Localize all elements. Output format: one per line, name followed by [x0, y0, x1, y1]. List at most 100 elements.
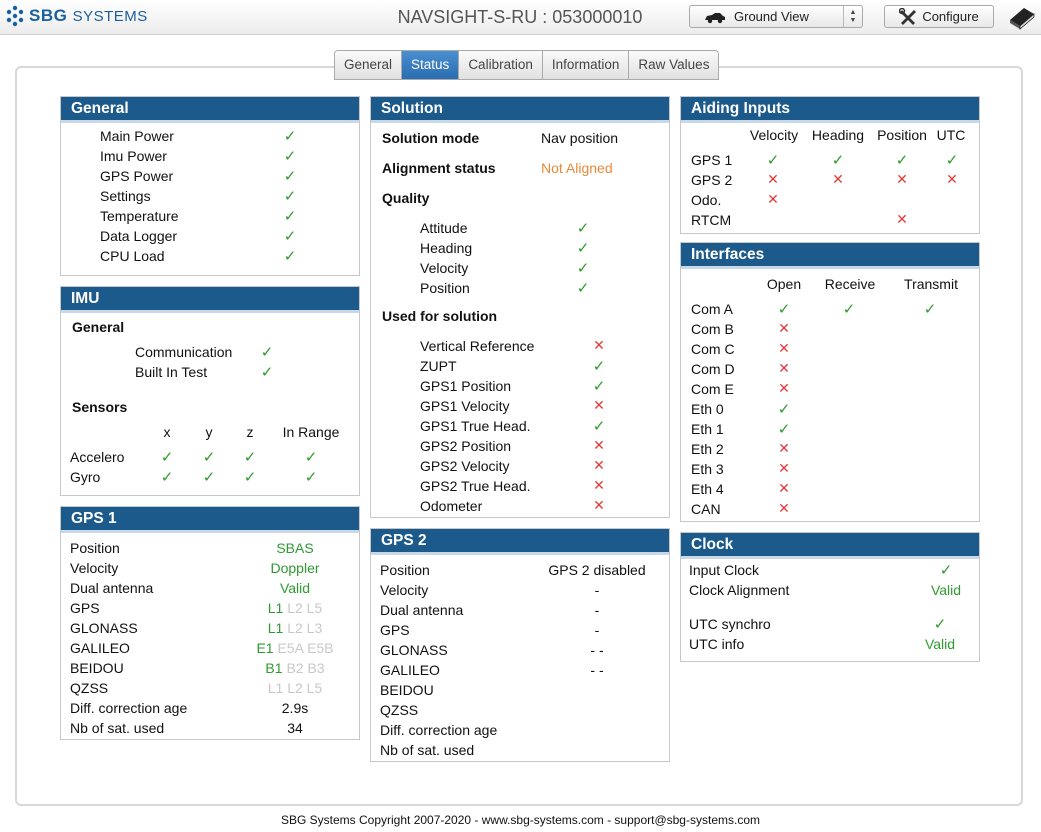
used-item-check-icon: ✓	[592, 418, 606, 435]
used-item-cross-icon: ✕	[593, 337, 605, 353]
aiding-cell-check-icon: ✓	[895, 152, 909, 169]
gps2-row-label: Position	[380, 562, 430, 578]
tab-calibration[interactable]: Calibration	[459, 51, 543, 79]
solution-mode-label: Solution mode	[382, 130, 480, 146]
gps2-row-label: Diff. correction age	[380, 722, 498, 738]
aiding-cell-cross-icon: ✕	[896, 171, 908, 187]
aiding-cell-cross-icon: ✕	[767, 191, 779, 207]
aiding-column-header: Position	[877, 127, 927, 143]
quality-item-label: Attitude	[420, 220, 468, 236]
sbg-logo-icon	[5, 5, 25, 27]
gps1-band: L1	[267, 620, 284, 636]
interface-row-label: Com E	[691, 381, 734, 397]
aiding-cell-check-icon: ✓	[766, 152, 780, 169]
quality-item-check-icon: ✓	[576, 280, 590, 297]
interface-cell-check-icon: ✓	[777, 421, 791, 438]
tab-status[interactable]: Status	[402, 51, 460, 79]
quality-item-label: Velocity	[420, 260, 469, 276]
interface-cell-check-icon: ✓	[923, 301, 937, 318]
interfaces-column-header: Transmit	[904, 276, 958, 292]
gps1-band: B3	[307, 660, 325, 676]
interface-row-label: Eth 0	[691, 401, 724, 417]
utc-info-value: Valid	[924, 636, 956, 652]
aiding-panel-title: Aiding Inputs	[681, 97, 979, 123]
gps1-row-value: Valid	[279, 580, 311, 596]
gps1-bands: E1 E5A E5B	[235, 640, 355, 656]
input-clock-check-icon: ✓	[939, 562, 953, 579]
imu-sensor-column-header: y	[205, 424, 213, 440]
logo-text: SBG SYSTEMS	[29, 6, 148, 26]
general-item-label: Temperature	[100, 208, 179, 224]
top-bar: SBG SYSTEMS NAVSIGHT-S-RU : 053000010 Gr…	[0, 0, 1041, 35]
tab-general[interactable]: General	[335, 51, 403, 79]
gps2-row-label: GLONASS	[380, 642, 448, 658]
gps1-band: B2	[286, 660, 304, 676]
gps1-band: E5B	[307, 640, 334, 656]
gps1-row-value: Doppler	[270, 560, 320, 576]
used-item-check-icon: ✓	[592, 358, 606, 375]
aiding-cell-cross-icon: ✕	[896, 211, 908, 227]
configure-button[interactable]: Configure	[884, 5, 994, 28]
general-item-check-icon: ✓	[283, 128, 297, 145]
general-item-check-icon: ✓	[283, 188, 297, 205]
select-arrows-icon[interactable]: ▲ ▼	[843, 6, 862, 27]
utc-info-label: UTC info	[689, 636, 745, 652]
gps1-row-label: QZSS	[70, 680, 109, 696]
interface-row-label: Eth 2	[691, 441, 724, 457]
general-item-label: Settings	[100, 188, 151, 204]
general-item-check-icon: ✓	[283, 148, 297, 165]
gps1-row-value: 34	[287, 720, 303, 736]
interface-cell-cross-icon: ✕	[778, 460, 790, 476]
gps1-band: L2	[287, 680, 303, 696]
gps1-band: L1	[267, 680, 284, 696]
imu-sensor-label: Accelero	[70, 449, 125, 465]
gps1-band: B1	[265, 660, 283, 676]
gps1-panel-title: GPS 1	[61, 507, 359, 533]
view-select[interactable]: Ground View ▲ ▼	[689, 5, 863, 28]
gps1-band: E1	[256, 640, 274, 656]
imu-panel: IMU General Communication ✓ Built In Test ✓ S…	[60, 286, 360, 496]
used-item-label: ZUPT	[420, 358, 457, 374]
general-item-label: Imu Power	[100, 148, 167, 164]
general-item-label: Main Power	[100, 128, 174, 144]
gps1-row-label: Dual antenna	[70, 580, 154, 596]
used-item-check-icon: ✓	[592, 378, 606, 395]
imu-general-item-label: Built In Test	[135, 364, 208, 380]
tab-information[interactable]: Information	[542, 51, 630, 79]
clock-panel: Clock Input Clock ✓ Clock Alignment Valid UT…	[680, 532, 980, 662]
interface-row-label: Eth 4	[691, 481, 724, 497]
used-item-label: GPS2 True Head.	[420, 478, 531, 494]
imu-general-item-check-icon: ✓	[260, 344, 274, 361]
gps1-band: L1	[267, 600, 284, 616]
gps2-row-label: GALILEO	[380, 662, 440, 678]
interface-row-label: Com D	[691, 361, 735, 377]
gps1-row-label: Position	[70, 540, 120, 556]
aiding-column-header: UTC	[936, 127, 966, 143]
gps1-band: L2	[287, 600, 303, 616]
aiding-column-header: Heading	[811, 127, 865, 143]
interface-row-label: Com B	[691, 321, 734, 337]
imu-sensors-heading: Sensors	[72, 399, 128, 415]
interface-row-label: Com C	[691, 341, 735, 357]
gps2-row-label: Dual antenna	[380, 602, 464, 618]
imu-sensor-column-header: x	[163, 424, 171, 440]
device-title: NAVSIGHT-S-RU : 053000010	[397, 7, 643, 27]
used-item-cross-icon: ✕	[593, 477, 605, 493]
alignment-status-label: Alignment status	[382, 160, 496, 176]
general-item-label: Data Logger	[100, 228, 178, 244]
interfaces-panel: Interfaces Open Receive Transmit Com A ✓ ✓ ✓ Co…	[680, 242, 980, 522]
aiding-row-label: GPS 1	[691, 152, 733, 168]
gps2-row-value: - -	[590, 662, 604, 678]
manual-book-icon[interactable]	[1008, 4, 1036, 30]
gps2-row-value: -	[594, 582, 600, 598]
gps1-band: L2	[287, 620, 303, 636]
configure-label: Configure	[922, 9, 979, 24]
gps1-bands: B1 B2 B3	[235, 660, 355, 676]
interfaces-column-header: Receive	[824, 276, 876, 292]
gps2-row-value: -	[594, 602, 600, 618]
interface-cell-cross-icon: ✕	[778, 320, 790, 336]
used-item-label: GPS2 Position	[420, 438, 512, 454]
imu-sensor-z-check-icon: ✓	[243, 449, 257, 466]
general-item-check-icon: ✓	[283, 248, 297, 265]
tab-raw-values[interactable]: Raw Values	[629, 51, 719, 79]
